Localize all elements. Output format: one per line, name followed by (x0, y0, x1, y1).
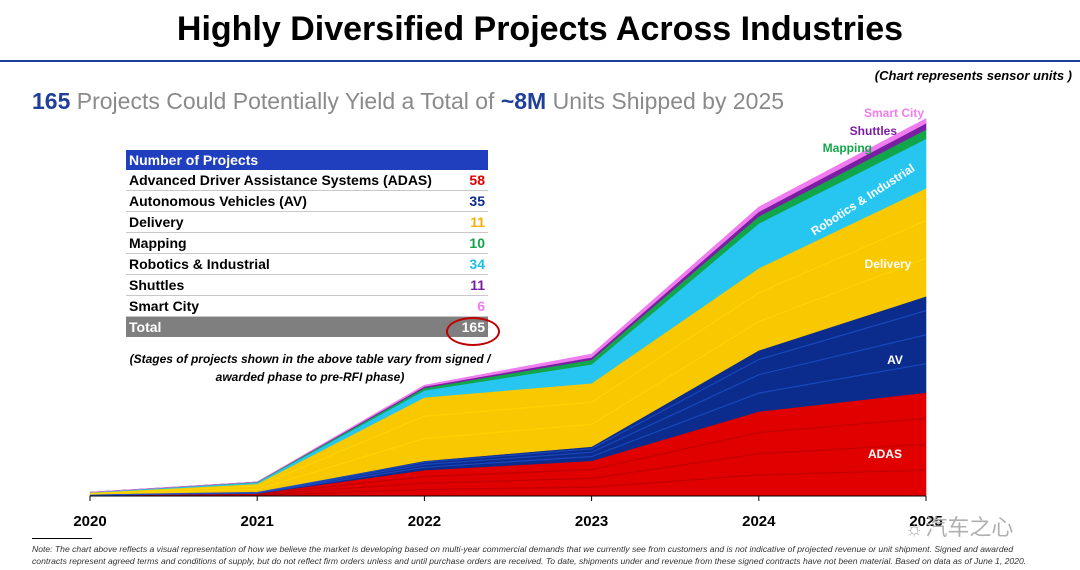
wechat-icon: ☼ (905, 518, 924, 540)
table-row: Shuttles 11 (126, 274, 488, 296)
table-row-label: Delivery (126, 211, 442, 233)
table-row-value: 11 (442, 211, 488, 233)
table-header-row: Number of Projects (126, 150, 488, 170)
table-row-value: 35 (442, 190, 488, 212)
table-row: Autonomous Vehicles (AV) 35 (126, 190, 488, 212)
table-row-value: 34 (442, 253, 488, 275)
table-row: Mapping 10 (126, 232, 488, 254)
delivery-band (89, 257, 927, 495)
series-label-smart-city: Smart City (864, 106, 924, 120)
table-row-value: 58 (442, 170, 488, 191)
x-tick-label: 2024 (742, 513, 776, 530)
subtitle-project-count: 165 (32, 88, 71, 114)
subtitle-unit-count: ~8M (500, 88, 547, 114)
x-tick-label: 2020 (73, 513, 106, 530)
table-row-value: 10 (442, 232, 488, 254)
series-label-shuttles: Shuttles (850, 124, 898, 138)
table-row-label: Robotics & Industrial (126, 253, 442, 275)
total-highlight-circle (446, 317, 500, 346)
stacked-area-chart: 2020 2021 2022 2023 2024 2025 ADAS AV Delivery Ro… (73, 106, 942, 530)
series-label-mapping: Mapping (823, 141, 872, 155)
av-band (89, 310, 927, 496)
projects-table: Number of Projects Advanced Driver Assis… (126, 150, 488, 337)
delivery-band (89, 220, 927, 494)
chart-units-note: (Chart represents sensor units ) (874, 68, 1072, 83)
title-divider (0, 60, 1080, 62)
table-note-line-2: awarded phase to pre-RFI phase) (215, 370, 405, 384)
area-smart-city (89, 118, 927, 493)
watermark-text: 汽车之心 (925, 515, 1014, 540)
table-row: Advanced Driver Assistance Systems (ADAS… (126, 170, 488, 191)
table-row: Robotics & Industrial 34 (126, 253, 488, 275)
table-total-row: Total 165 (126, 316, 488, 337)
table-note: (Stages of projects shown in the above t… (100, 350, 520, 386)
x-tick-label: 2022 (408, 513, 441, 530)
table-row-label: Mapping (126, 232, 442, 254)
subtitle-text-a: Projects Could Potentially Yield a Total… (70, 88, 501, 114)
watermark: ☼汽车之心 (905, 510, 1013, 542)
table-row: Smart City 6 (126, 295, 488, 317)
x-tick-label: 2021 (241, 513, 274, 530)
table-row-label: Shuttles (126, 274, 442, 296)
x-tick-label: 2025 (909, 513, 942, 530)
table-note-line-1: (Stages of projects shown in the above t… (129, 352, 491, 366)
table-row-value: 11 (442, 274, 488, 296)
table-row-value: 6 (442, 295, 488, 317)
table-row-label: Advanced Driver Assistance Systems (ADAS… (126, 170, 442, 191)
page-title: Highly Diversified Projects Across Indus… (176, 10, 904, 48)
footnote: Note: The chart above reflects a visual … (32, 544, 1027, 566)
series-label-delivery: Delivery (865, 257, 912, 271)
series-label-av: AV (887, 353, 903, 367)
chart-subtitle: 165 Projects Could Potentially Yield a T… (32, 88, 784, 115)
series-label-adas: ADAS (868, 447, 902, 461)
table-row: Delivery 11 (126, 211, 488, 233)
adas-band (89, 417, 927, 496)
table-row-label: Autonomous Vehicles (AV) (126, 190, 442, 212)
x-tick-label: 2023 (575, 513, 608, 530)
subtitle-text-b: Units Shipped by 2025 (546, 88, 785, 114)
table-header: Number of Projects (126, 150, 488, 170)
table-total-label: Total (126, 316, 442, 337)
table-row-label: Smart City (126, 295, 442, 317)
footnote-divider (32, 538, 92, 539)
